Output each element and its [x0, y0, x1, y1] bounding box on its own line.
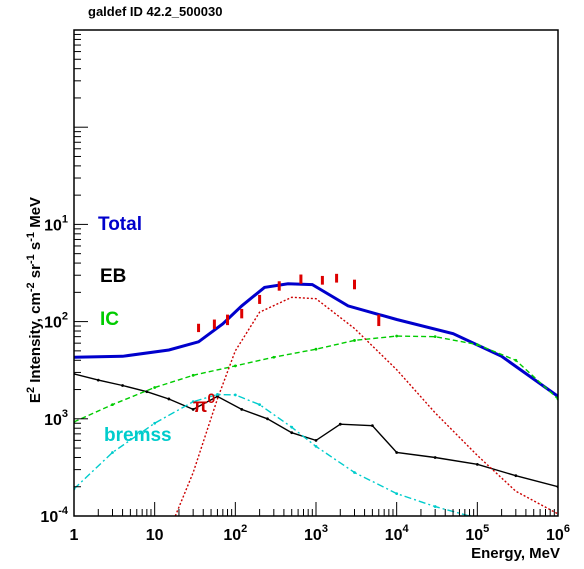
series-point: [514, 474, 518, 478]
y-tick-label: 102: [44, 311, 68, 332]
series-point: [233, 364, 237, 368]
series-point: [338, 422, 342, 426]
series-point: [272, 355, 276, 359]
series-point: [395, 492, 399, 496]
series-label: bremss: [104, 425, 172, 446]
series-point: [153, 386, 157, 389]
series-point: [216, 395, 219, 398]
x-tick-label: 106: [546, 523, 570, 544]
x-tick-label: 105: [465, 523, 489, 544]
x-tick-label: 103: [304, 523, 328, 544]
series-line: [174, 296, 558, 516]
series-point: [145, 390, 149, 394]
y-tick-label: 101: [44, 213, 68, 234]
x-tick-label: 1: [70, 527, 79, 544]
series-point: [475, 343, 479, 346]
series-point: [514, 358, 518, 362]
series-label: EB: [100, 266, 126, 287]
y-tick-label: 103: [44, 408, 68, 429]
x-axis: 1 10 102 103 104 105 106: [70, 502, 570, 544]
series-point: [121, 384, 124, 387]
series-point: [475, 462, 479, 466]
series-point: [290, 431, 294, 435]
series-line: [74, 373, 558, 488]
series-point: [433, 335, 437, 339]
series-point: [233, 393, 237, 397]
series-point: [314, 438, 318, 442]
series-point: [314, 347, 318, 351]
series-label: IC: [100, 309, 119, 330]
series-point: [266, 417, 269, 421]
series-line: [74, 282, 558, 398]
x-axis-label: Energy, MeV: [471, 545, 560, 562]
series-point: [395, 451, 399, 454]
y-axis-label: E2 Intensity, cm-2 sr-1 s-1 MeV: [25, 197, 44, 403]
series-point: [111, 451, 114, 454]
series-point: [433, 505, 437, 508]
series-label: Total: [98, 214, 142, 235]
series-point: [395, 334, 399, 338]
series-point: [353, 471, 356, 474]
x-tick-label: 104: [385, 523, 410, 544]
series-point: [167, 397, 171, 401]
series-point: [240, 407, 244, 411]
series-point: [191, 407, 195, 411]
chart-title: galdef ID 42.2_500030: [88, 4, 222, 19]
series-point: [433, 456, 437, 459]
series-point: [191, 400, 195, 404]
series-point: [258, 403, 262, 406]
x-tick-label: 102: [223, 523, 247, 544]
series-point: [153, 421, 157, 425]
series-point: [216, 393, 219, 396]
series-point: [111, 403, 114, 406]
series-point: [191, 373, 195, 377]
y-axis: 10-4 103 102 101: [40, 29, 88, 526]
series-point: [353, 339, 356, 342]
x-tick-label: 10: [146, 527, 164, 544]
y-tick-label: 10-4: [40, 505, 68, 526]
series-point: [96, 378, 100, 382]
series-layer: [74, 273, 558, 516]
series-point: [290, 425, 294, 429]
series-point: [314, 445, 318, 448]
series-point: [370, 424, 374, 428]
series-line: [74, 393, 470, 516]
